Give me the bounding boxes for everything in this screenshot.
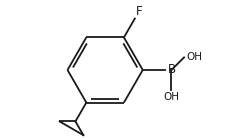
Text: OH: OH: [164, 92, 179, 102]
Text: OH: OH: [186, 52, 202, 62]
Text: B: B: [167, 63, 176, 76]
Text: F: F: [136, 5, 143, 18]
